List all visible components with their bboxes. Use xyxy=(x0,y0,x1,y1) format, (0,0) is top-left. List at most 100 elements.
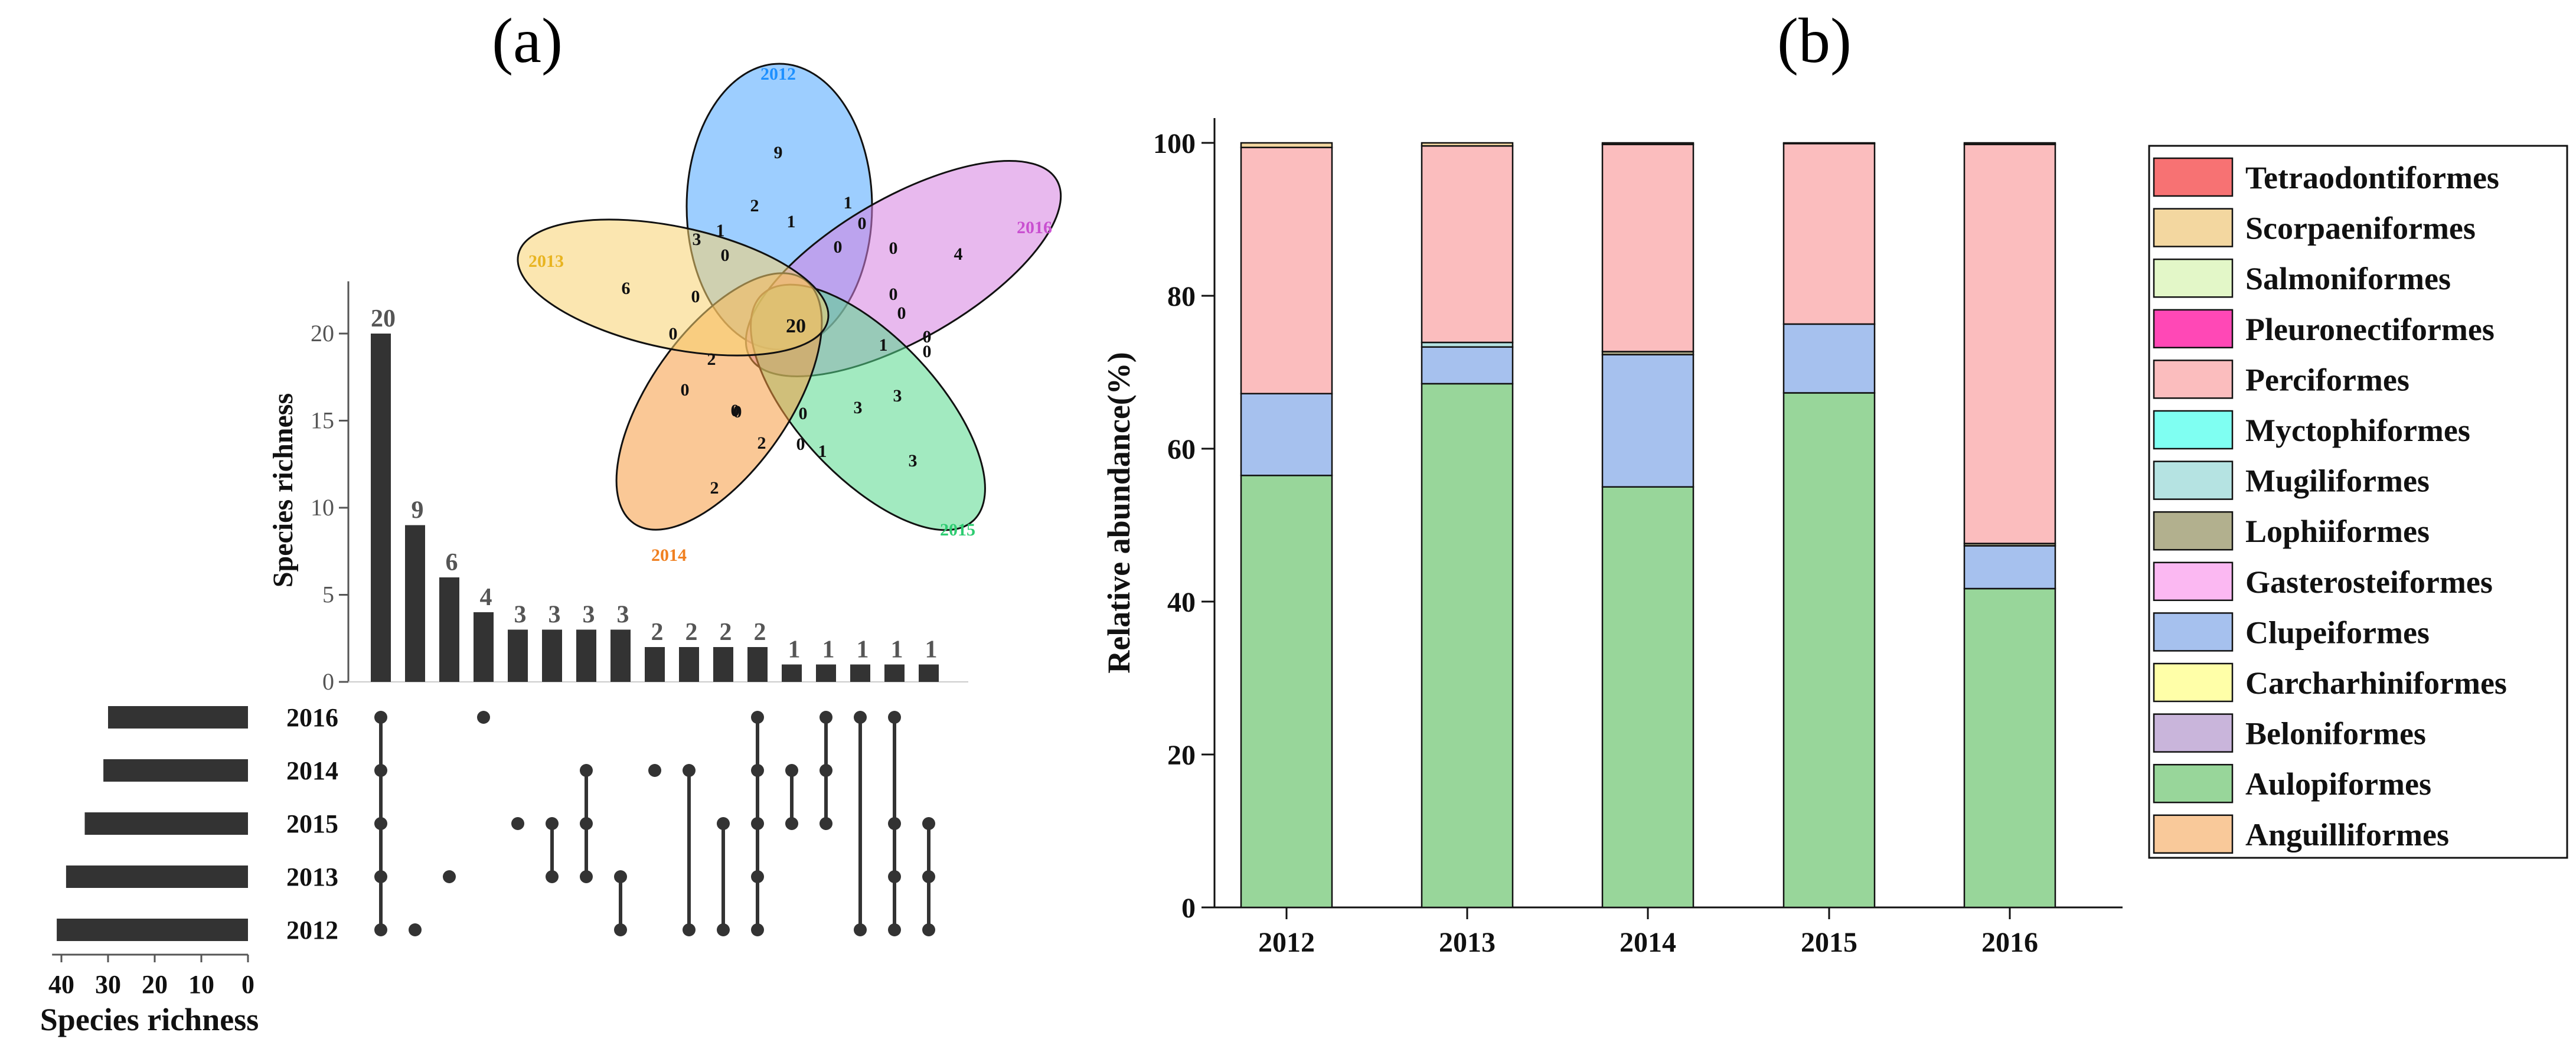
venn-count: 3 xyxy=(693,230,701,249)
stacked-segment-aulopiformes xyxy=(1782,392,1876,909)
legend-label-clupeiformes: Clupeiformes xyxy=(2245,615,2430,650)
venn-count: 2 xyxy=(758,433,766,453)
stacked-y-tick-label: 20 xyxy=(1167,740,1196,771)
legend-swatch-salmoniformes xyxy=(2153,258,2234,298)
venn-count: 20 xyxy=(786,315,806,337)
upset-bar-label: 20 xyxy=(371,305,396,332)
stacked-segment-perciformes xyxy=(1601,143,1695,352)
set-size-x-tick-label: 0 xyxy=(241,970,254,999)
stacked-segment-aulopiformes xyxy=(1963,587,2056,909)
upset-matrix-dot xyxy=(580,764,593,777)
stacked-segment-scorpaeniformes xyxy=(1421,142,1514,147)
venn-count: 1 xyxy=(716,221,725,240)
upset-bar xyxy=(439,577,459,682)
upset-matrix-dot xyxy=(751,711,764,724)
upset-matrix-dot xyxy=(717,817,730,830)
venn-count: 0 xyxy=(889,285,898,304)
stacked-segment-perciformes xyxy=(1963,143,2056,544)
upset-matrix-dot xyxy=(785,817,798,830)
venn-count: 0 xyxy=(669,324,678,344)
upset-matrix-dot xyxy=(888,923,901,936)
upset-bar-label: 1 xyxy=(857,636,869,664)
upset-matrix-dot xyxy=(374,870,387,883)
set-size-x-label: Species richness xyxy=(40,1002,259,1037)
upset-y-tick-label: 15 xyxy=(311,407,334,434)
legend-swatch-mugiliformes xyxy=(2153,460,2234,500)
upset-bar-label: 2 xyxy=(685,619,698,646)
venn-count: 4 xyxy=(954,244,963,264)
stacked-segment-clupeiformes xyxy=(1421,346,1514,385)
upset-matrix-dot xyxy=(820,817,832,830)
upset-bar-label: 1 xyxy=(788,636,801,664)
upset-matrix-dot xyxy=(888,870,901,883)
upset-matrix-dot xyxy=(751,817,764,830)
set-label-2016: 2016 xyxy=(286,703,338,732)
venn-count: 2 xyxy=(750,196,759,215)
upset-matrix-dot xyxy=(477,711,490,724)
upset-matrix-dot xyxy=(854,923,867,936)
upset-bar xyxy=(747,647,768,682)
venn-count: 2 xyxy=(710,478,719,498)
venn-count: 0 xyxy=(799,404,808,423)
upset-bar-label: 4 xyxy=(480,584,492,611)
stacked-segment-clupeiformes xyxy=(1601,354,1695,488)
upset-matrix-dot xyxy=(854,711,867,724)
venn-set-2013 xyxy=(517,218,830,357)
upset-bar-label: 1 xyxy=(822,636,835,664)
set-size-bar-2014 xyxy=(103,759,248,782)
stacked-segment-perciformes xyxy=(1421,145,1514,344)
stacked-x-tick-label: 2014 xyxy=(1620,927,1676,958)
legend-label-salmoniformes: Salmoniformes xyxy=(2245,261,2451,296)
upset-bar-label: 3 xyxy=(514,602,527,629)
upset-bar xyxy=(713,647,733,682)
set-size-bar-2012 xyxy=(57,919,248,941)
upset-y-tick-label: 10 xyxy=(311,494,334,521)
upset-matrix-dot xyxy=(751,764,764,777)
venn-count: 0 xyxy=(691,287,700,306)
upset-matrix-dot xyxy=(888,711,901,724)
venn-count: 0 xyxy=(923,327,932,347)
upset-matrix-dot xyxy=(580,870,593,883)
upset-matrix-dot xyxy=(443,870,456,883)
upset-y-label: Species richness xyxy=(267,393,299,587)
venn-label-2012: 2012 xyxy=(760,64,796,84)
upset-bar-label: 2 xyxy=(720,619,732,646)
upset-bar xyxy=(405,525,425,682)
venn-count: 9 xyxy=(774,143,783,162)
upset-matrix-dot xyxy=(374,711,387,724)
upset-y-tick-label: 0 xyxy=(322,668,334,695)
venn-label-2015: 2015 xyxy=(940,520,975,540)
stacked-x-tick-label: 2013 xyxy=(1439,927,1496,958)
set-size-bar-2015 xyxy=(84,812,248,835)
venn-count: 1 xyxy=(844,193,853,213)
venn-count: 1 xyxy=(818,442,827,461)
upset-matrix-dot xyxy=(820,764,832,777)
set-size-x-tick-label: 10 xyxy=(188,970,214,999)
legend-label-beloniformes: Beloniformes xyxy=(2245,716,2426,752)
set-label-2014: 2014 xyxy=(286,756,338,785)
upset-bar-label: 9 xyxy=(412,497,424,524)
legend-swatch-carcharhiniformes xyxy=(2153,662,2234,703)
stacked-segment-scorpaeniformes xyxy=(1963,142,2056,145)
upset-matrix-dot xyxy=(374,764,387,777)
legend-label-anguilliformes: Anguilliformes xyxy=(2245,817,2449,853)
upset-matrix-dot xyxy=(922,870,935,883)
upset-bar xyxy=(679,647,699,682)
upset-matrix-dot xyxy=(511,817,524,830)
legend-swatch-clupeiformes xyxy=(2153,612,2234,652)
panel-a-label: (a) xyxy=(492,6,563,76)
venn-count: 0 xyxy=(834,237,843,257)
stacked-bar-chart: 0 20 40 60 80 100 Relative abundance(%) 2012 201… xyxy=(1101,118,2568,958)
venn-label-2014: 2014 xyxy=(651,546,687,565)
venn-count: 3 xyxy=(909,451,918,471)
upset-matrix-dot xyxy=(785,764,798,777)
legend-label-gasterosteiformes: Gasterosteiformes xyxy=(2245,564,2493,600)
legend-swatch-scorpaeniformes xyxy=(2153,208,2234,247)
venn-count: 3 xyxy=(854,398,863,417)
upset-bar xyxy=(919,664,939,682)
stacked-x-tick-label: 2016 xyxy=(1981,927,2038,958)
upset-bar-label: 2 xyxy=(651,619,664,646)
venn-count: 0 xyxy=(721,246,730,265)
